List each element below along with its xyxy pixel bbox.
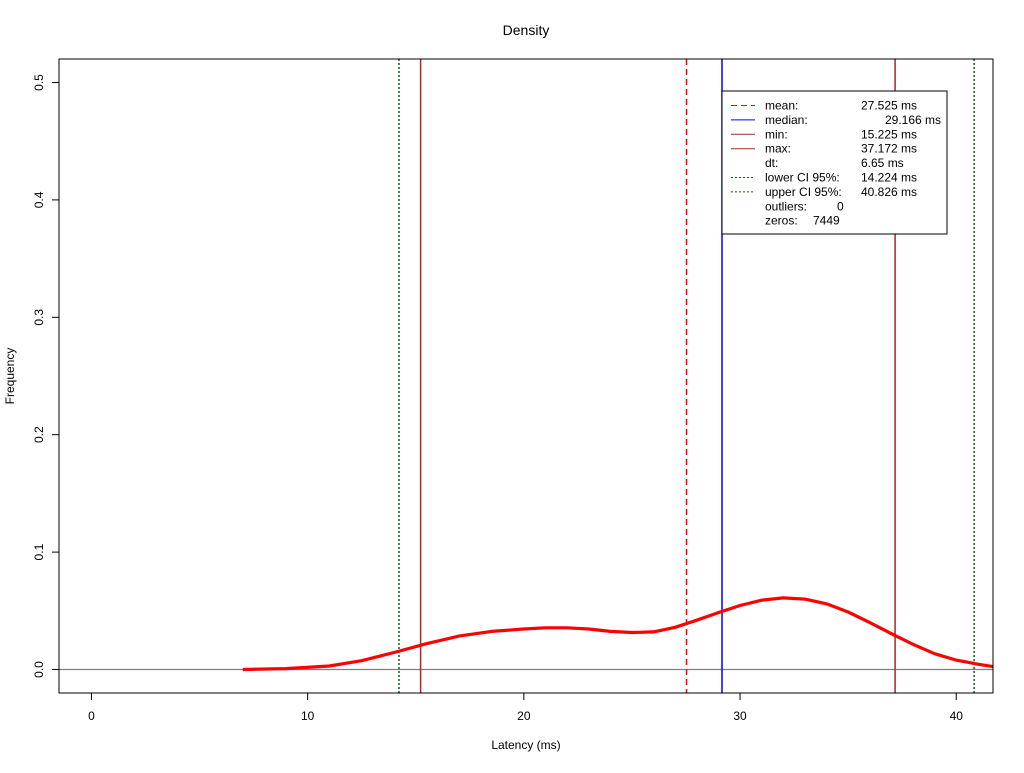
legend-label-mean: mean: [765,99,798,113]
legend-label-outliers: outliers: [765,199,807,213]
legend-label-max: max: [765,142,791,156]
legend-value-lower-ci-95: 14.224 ms [861,171,917,185]
density-curve [242,596,993,672]
y-tick-label: 0.0 [32,661,46,678]
y-tick-label: 0.4 [32,191,46,208]
x-tick-label: 20 [517,709,531,723]
legend-label-upper-ci-95: upper CI 95%: [765,185,842,199]
y-tick-label: 0.2 [32,426,46,443]
legend-value-outliers: 0 [837,199,844,213]
legend-label-min: min: [765,127,788,141]
x-tick-label: 30 [733,709,747,723]
x-axis-title: Latency (ms) [491,738,560,752]
legend-value-mean: 27.525 ms [861,99,917,113]
legend-label-zeros: zeros: [765,214,798,228]
x-axis: 0 10 20 30 40 [88,692,964,723]
y-axis: 0.0 0.1 0.2 0.3 0.4 0.5 [32,74,60,678]
legend-value-median: 29.166 ms [885,113,941,127]
legend-value-min: 15.225 ms [861,127,917,141]
legend-label-median: median: [765,113,808,127]
x-tick-label: 40 [950,709,964,723]
x-tick-label: 0 [88,709,95,723]
chart-title: Density [503,22,550,38]
legend-value-zeros: 7449 [813,214,840,228]
y-tick-label: 0.3 [32,309,46,326]
legend-label-lower-ci-95: lower CI 95%: [765,171,840,185]
x-tick-label: 10 [301,709,315,723]
legend-value-dt: 6.65 ms [861,156,904,170]
y-tick-label: 0.1 [32,543,46,560]
legend: mean: 27.525 ms median: 29.166 ms min: 15.225… [721,90,948,235]
y-tick-label: 0.5 [32,74,46,91]
legend-box [721,90,948,235]
legend-label-dt: dt: [765,156,778,170]
legend-value-max: 37.172 ms [861,142,917,156]
y-axis-title: Frequency [3,348,17,405]
legend-value-upper-ci-95: 40.826 ms [861,185,917,199]
